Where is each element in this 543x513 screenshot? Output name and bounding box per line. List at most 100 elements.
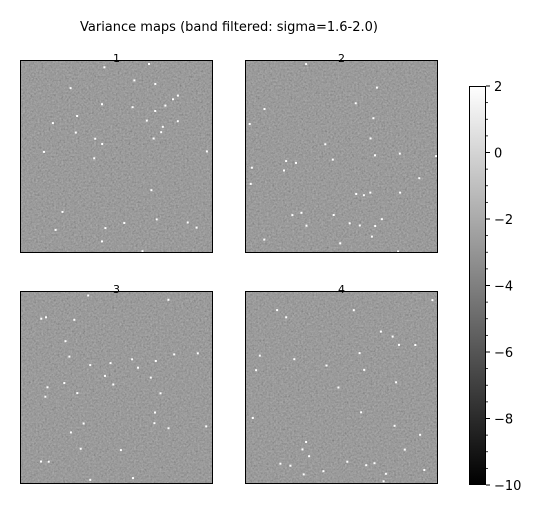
speckle — [149, 376, 152, 379]
speckle — [339, 242, 342, 245]
panel-label: 3 — [113, 283, 120, 296]
speckle — [69, 431, 72, 434]
speckle — [346, 460, 349, 463]
speckle — [398, 152, 401, 155]
speckle — [331, 158, 334, 161]
speckle — [263, 108, 266, 110]
speckle — [435, 155, 438, 158]
speckle — [103, 66, 106, 69]
speckle — [369, 191, 372, 194]
speckle — [348, 222, 351, 225]
speckle — [61, 210, 64, 213]
speckle — [325, 364, 328, 367]
speckle — [379, 330, 382, 333]
speckle — [369, 137, 372, 140]
speckle — [414, 344, 417, 346]
speckle — [82, 422, 85, 425]
panel-frame — [245, 291, 438, 484]
colorbar-tick-label: −2 — [494, 213, 513, 228]
speckle — [403, 448, 406, 451]
speckle — [76, 115, 79, 117]
speckle — [248, 123, 251, 125]
speckle — [131, 358, 134, 361]
speckle — [173, 353, 176, 356]
speckle — [398, 343, 400, 346]
speckles — [248, 63, 438, 253]
speckle — [141, 250, 144, 253]
speckle — [161, 125, 164, 128]
panel-label: 1 — [113, 52, 120, 65]
speckle — [104, 227, 107, 230]
speckle — [133, 79, 136, 82]
speckle — [101, 103, 103, 106]
speckle — [176, 94, 179, 97]
speckle — [69, 87, 72, 90]
panels-group: 1 2 3 4 — [20, 52, 438, 484]
speckle — [375, 86, 378, 89]
speckle — [395, 381, 398, 384]
speckle — [393, 424, 396, 427]
colorbar-frame — [469, 86, 486, 485]
panel-texture — [20, 291, 213, 484]
colorbar-tick-label: 2 — [494, 80, 502, 95]
speckle — [79, 447, 82, 450]
speckle — [159, 392, 162, 395]
speckle — [276, 309, 279, 312]
speckle — [354, 102, 357, 105]
speckle — [47, 460, 50, 463]
speckle — [382, 480, 385, 483]
speckle — [104, 374, 106, 377]
speckle — [160, 131, 163, 134]
heatmap-panel-1: 1 — [20, 52, 213, 253]
speckle — [93, 157, 96, 160]
speckle — [154, 360, 157, 362]
speckle — [285, 160, 288, 163]
speckle — [73, 318, 76, 321]
speckle — [258, 354, 261, 357]
speckle — [324, 143, 327, 146]
speckle — [172, 98, 174, 101]
speckles — [251, 299, 434, 483]
speckle — [176, 120, 179, 123]
speckle — [155, 218, 158, 221]
speckle — [431, 299, 434, 302]
speckle — [300, 211, 303, 214]
speckle — [74, 131, 77, 134]
speckle — [89, 478, 92, 481]
speckle — [249, 182, 252, 185]
speckles — [40, 294, 208, 481]
speckle — [352, 309, 355, 312]
speckle — [263, 238, 266, 241]
speckle — [205, 150, 208, 153]
heatmap-panel-4: 4 — [245, 283, 438, 484]
speckle — [358, 352, 361, 355]
speckle — [360, 411, 363, 414]
figure-title: Variance maps (band filtered: sigma=1.6-… — [80, 20, 378, 35]
colorbar-tick-label: −10 — [494, 479, 521, 494]
speckle — [283, 169, 285, 172]
speckle — [131, 106, 134, 109]
speckle — [365, 464, 368, 467]
speckle — [63, 382, 66, 384]
heatmap-panel-2: 2 — [245, 52, 438, 253]
speckle — [380, 218, 383, 221]
speckle — [76, 392, 79, 395]
speckle — [289, 464, 292, 467]
panel-texture — [245, 291, 438, 484]
speckle — [423, 469, 426, 471]
speckle — [251, 417, 254, 419]
speckle — [362, 194, 365, 197]
speckle — [43, 150, 45, 153]
speckle — [51, 122, 54, 125]
speckle — [332, 214, 335, 216]
colorbar-tick-label: −4 — [494, 280, 513, 295]
speckle — [293, 358, 296, 361]
speckle — [195, 226, 198, 229]
speckle — [145, 119, 148, 122]
speckle — [167, 427, 170, 430]
speckle — [152, 137, 155, 140]
speckle — [250, 166, 253, 169]
speckle — [186, 221, 189, 224]
speckle — [372, 117, 375, 120]
speckle — [305, 441, 308, 443]
